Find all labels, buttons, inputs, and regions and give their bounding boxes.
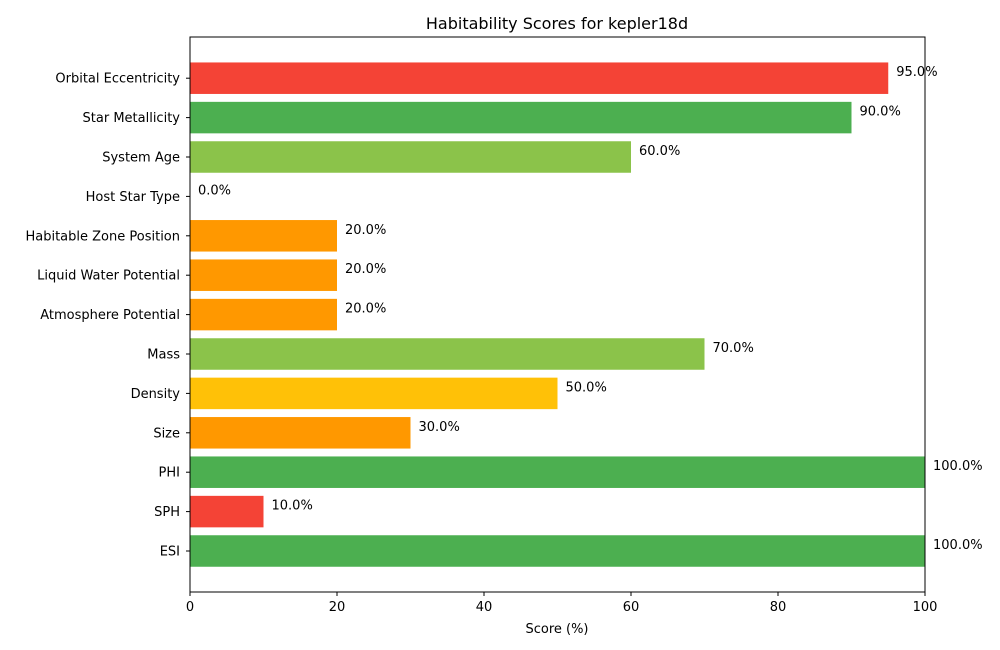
bar-atmosphere-potential [190, 298, 337, 331]
y-tick-label-liquid-water-potential: Liquid Water Potential [37, 269, 180, 284]
bar-liquid-water-potential [190, 259, 337, 291]
bar-phi [190, 456, 925, 488]
y-tick-labels: ESI SPH PHI Size Density Mass Atmosphere Poten… [25, 72, 190, 560]
y-tick-label-sph: SPH [154, 505, 180, 520]
data-label-system-age: 60.0% [639, 144, 680, 159]
y-tick-label-atmosphere-potential: Atmosphere Potential [40, 308, 180, 323]
bar-density [190, 377, 558, 410]
bar-size [190, 417, 411, 449]
y-tick-label-system-age: System Age [102, 151, 180, 166]
data-labels-layer: 100.0% 10.0% 100.0% 30.0% 50.0% 70.0% 20.0% 20.… [198, 65, 983, 553]
data-label-esi: 100.0% [933, 538, 983, 553]
data-label-star-metallicity: 90.0% [860, 105, 901, 120]
y-tick-label-density: Density [131, 387, 181, 402]
bar-star-metallicity [190, 101, 852, 134]
data-label-density: 50.0% [566, 380, 607, 395]
x-axis-label: Score (%) [525, 622, 588, 637]
y-tick-label-phi: PHI [159, 466, 180, 481]
data-label-mass: 70.0% [713, 341, 754, 356]
bar-mass [190, 338, 705, 370]
bar-habitable-zone-position [190, 220, 337, 252]
y-tick-label-esi: ESI [160, 545, 180, 560]
x-tick-label-60: 60 [623, 600, 640, 615]
y-tick-label-mass: Mass [147, 348, 180, 363]
data-label-host-star-type: 0.0% [198, 183, 231, 198]
data-label-habitable-zone-position: 20.0% [345, 223, 386, 238]
bar-esi [190, 535, 925, 567]
chart-title: Habitability Scores for kepler18d [426, 14, 688, 33]
x-tick-labels: 0 20 40 60 80 100 [186, 592, 938, 615]
bars-layer [190, 62, 925, 567]
x-tick-label-100: 100 [913, 600, 938, 615]
x-tick-label-20: 20 [329, 600, 346, 615]
data-label-atmosphere-potential: 20.0% [345, 302, 386, 317]
x-tick-label-80: 80 [770, 600, 787, 615]
data-label-liquid-water-potential: 20.0% [345, 262, 386, 277]
y-tick-label-star-metallicity: Star Metallicity [83, 111, 181, 126]
data-label-sph: 10.0% [272, 499, 313, 514]
data-label-orbital-eccentricity: 95.0% [896, 65, 937, 80]
bar-system-age [190, 141, 631, 173]
y-tick-label-habitable-zone-position: Habitable Zone Position [25, 229, 180, 244]
plot-frame [189, 36, 926, 593]
y-tick-label-orbital-eccentricity: Orbital Eccentricity [55, 72, 180, 87]
y-tick-label-size: Size [153, 426, 180, 441]
bar-orbital-eccentricity [190, 62, 889, 94]
y-tick-label-host-star-type: Host Star Type [86, 190, 180, 205]
x-tick-label-40: 40 [476, 600, 493, 615]
bar-sph [190, 495, 264, 528]
x-tick-label-0: 0 [186, 600, 194, 615]
data-label-phi: 100.0% [933, 459, 983, 474]
data-label-size: 30.0% [419, 420, 460, 435]
